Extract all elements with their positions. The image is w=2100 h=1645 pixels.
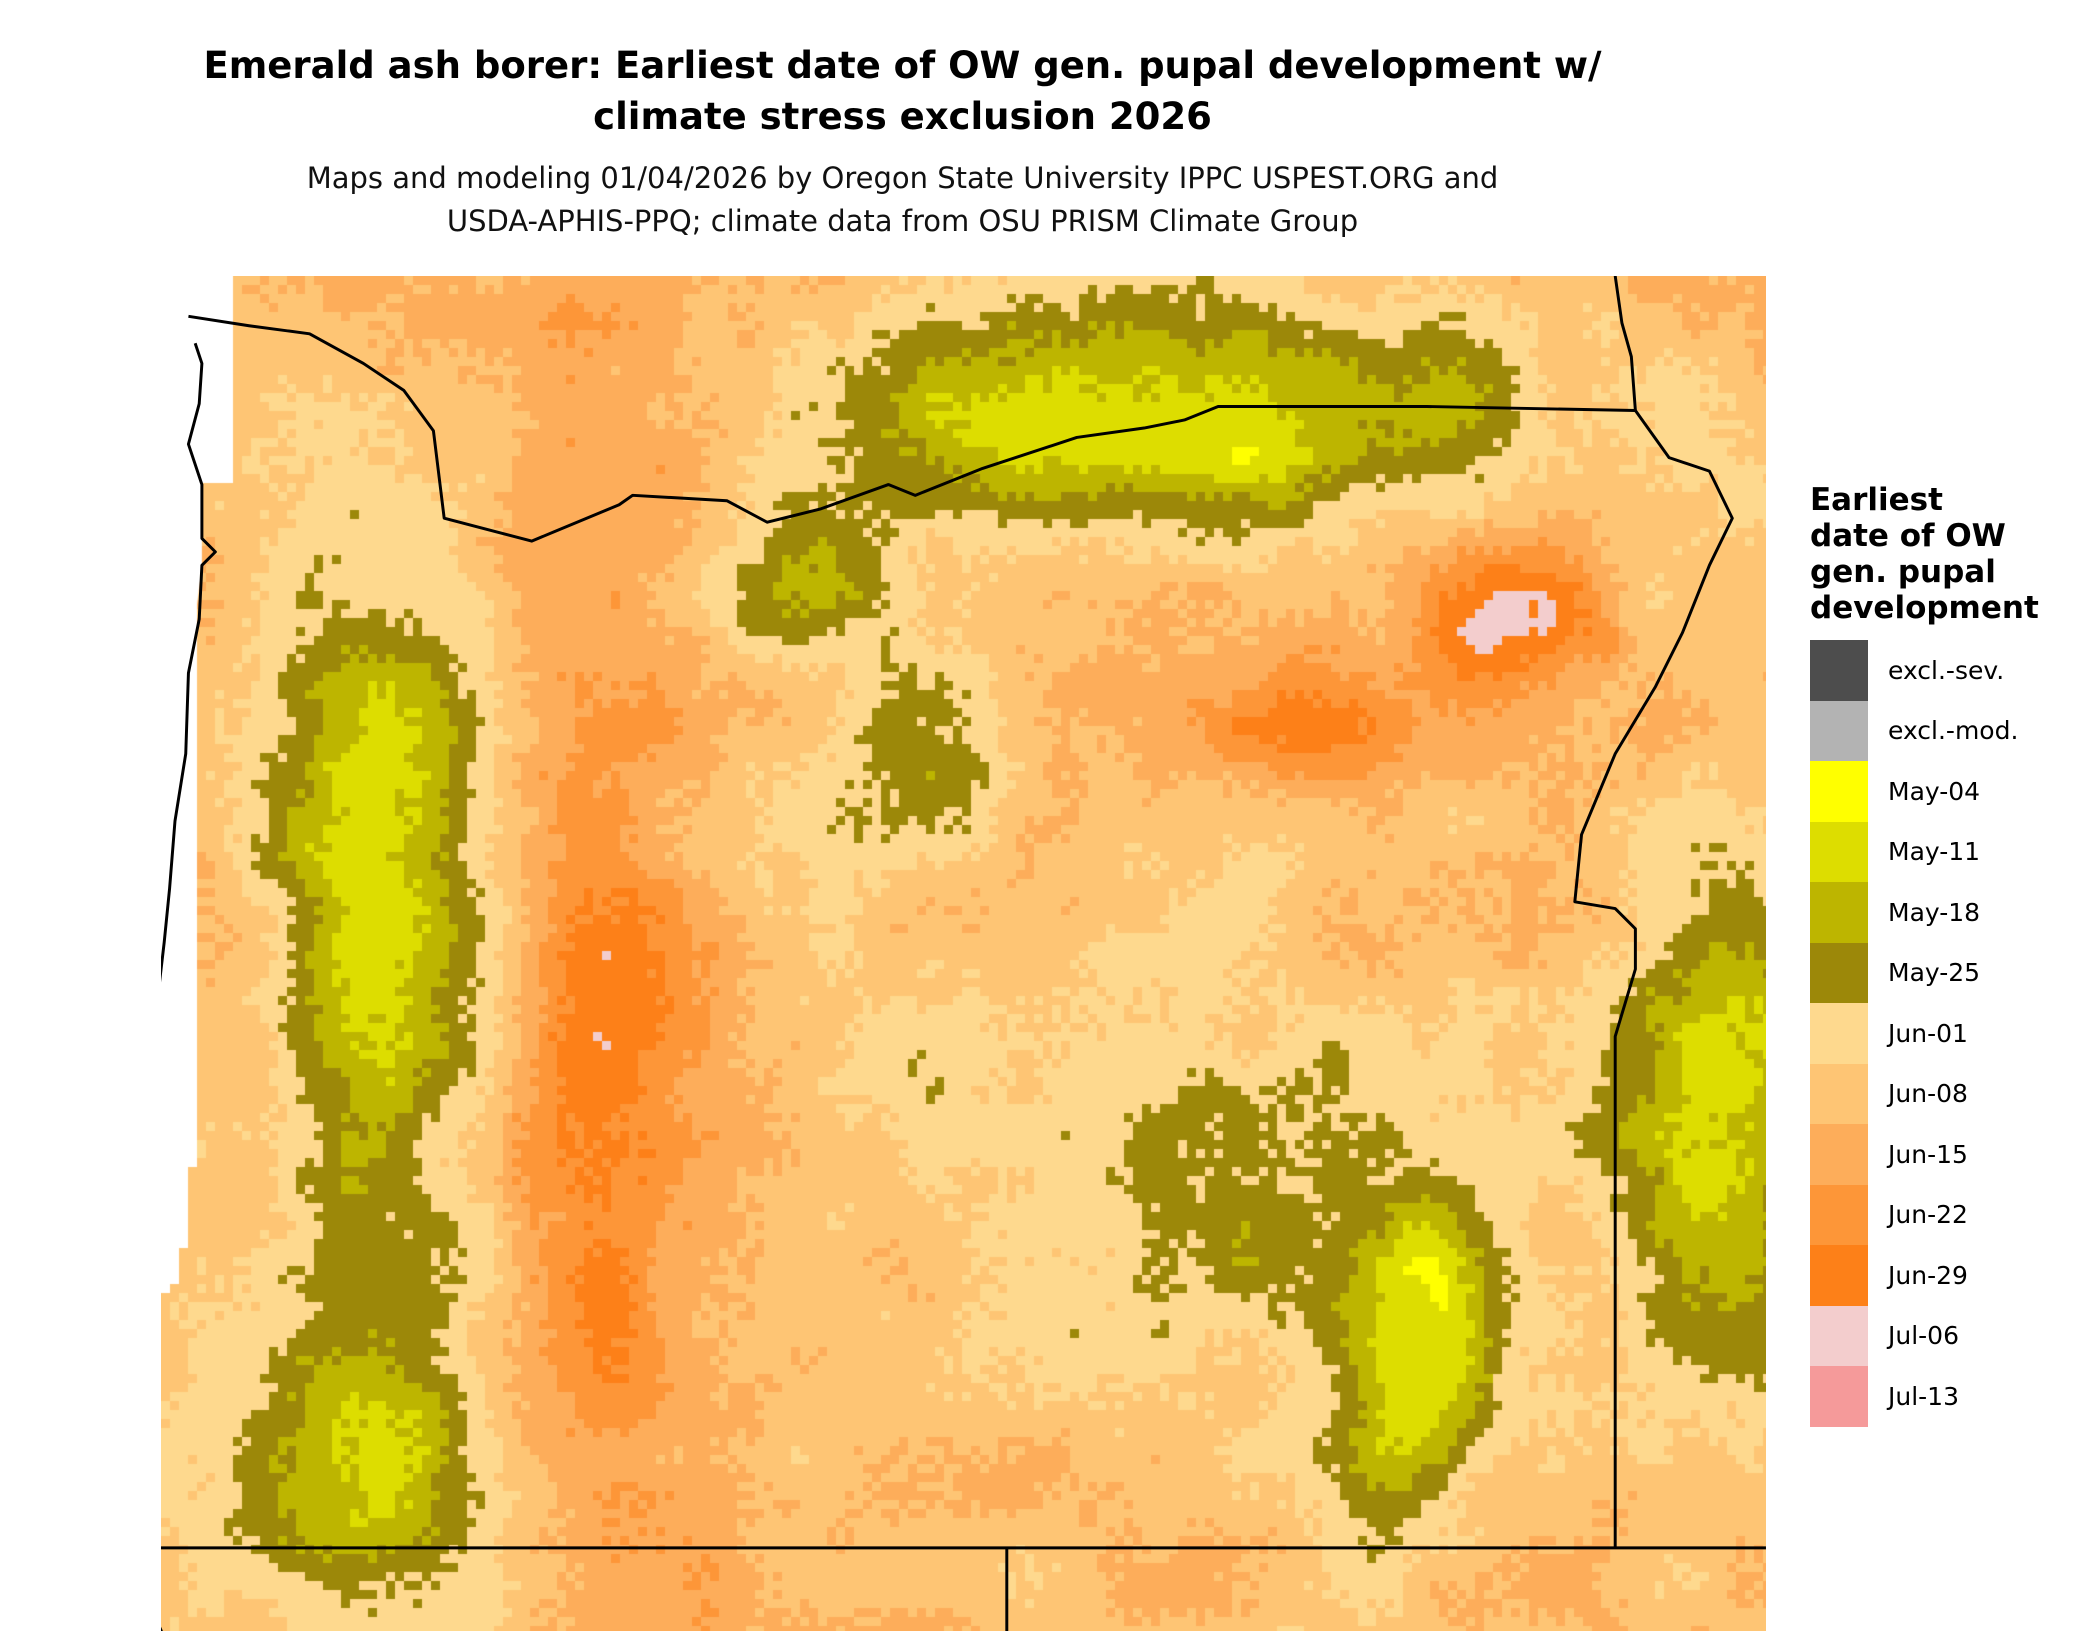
legend-item: excl.-sev. <box>1810 640 2018 701</box>
legend-label: Jun-15 <box>1888 1139 1968 1169</box>
legend-item: Jul-13 <box>1810 1366 2018 1427</box>
legend-swatch <box>1810 1003 1868 1064</box>
legend-item: May-04 <box>1810 761 2018 822</box>
legend-label: Jun-01 <box>1888 1018 1968 1048</box>
legend-item: Jun-22 <box>1810 1184 2018 1245</box>
raster-map <box>161 276 1766 1631</box>
legend-label: May-25 <box>1888 958 1981 988</box>
legend-label: Jun-29 <box>1888 1260 1968 1290</box>
legend-swatch <box>1810 821 1868 882</box>
legend-label: Jul-13 <box>1888 1381 1959 1411</box>
legend-swatch <box>1810 700 1868 761</box>
legend-item: Jun-01 <box>1810 1003 2018 1064</box>
legend-item: May-11 <box>1810 821 2018 882</box>
legend-label: Jun-22 <box>1888 1200 1968 1230</box>
coastline <box>161 342 217 1631</box>
legend-title-text: Earliest date of OW gen. pupal developme… <box>1810 482 2039 626</box>
state-borders <box>161 276 1766 1631</box>
legend-swatch <box>1810 761 1868 822</box>
legend-swatch <box>1810 1245 1868 1306</box>
legend-label: May-18 <box>1888 897 1981 927</box>
legend-swatch <box>1810 1124 1868 1185</box>
legend-item: May-18 <box>1810 882 2018 943</box>
legend-label: May-04 <box>1888 776 1981 806</box>
legend-item: Jul-06 <box>1810 1305 2018 1366</box>
map-title-line-1: Emerald ash borer: Earliest date of OW g… <box>203 44 1602 87</box>
legend-item: Jun-29 <box>1810 1245 2018 1306</box>
legend: Earliest date of OW gen. pupal developme… <box>1810 482 2039 1427</box>
legend-swatch <box>1810 942 1868 1003</box>
legend-label: excl.-mod. <box>1888 716 2019 746</box>
legend-swatch <box>1810 1305 1868 1366</box>
legend-swatch <box>1810 882 1868 943</box>
columbia-river-border <box>188 314 1636 543</box>
legend-title: Earliest date of OW gen. pupal developme… <box>1810 482 2039 626</box>
legend-label: May-11 <box>1888 837 1981 867</box>
map-subtitle: Maps and modeling 01/04/2026 by Oregon S… <box>0 157 1805 243</box>
legend-swatch <box>1810 640 1868 701</box>
map-title: Emerald ash borer: Earliest date of OW g… <box>0 40 1805 142</box>
raster-layer <box>161 276 1766 1631</box>
map-title-line-2: climate stress exclusion 2026 <box>593 95 1212 138</box>
legend-swatch <box>1810 1366 1868 1427</box>
legend-swatch <box>1810 1063 1868 1124</box>
legend-label: excl.-sev. <box>1888 655 2005 685</box>
legend-items: excl.-sev. excl.-mod. May-04 May-11 May-18 Ma… <box>1810 640 2018 1427</box>
legend-item: May-25 <box>1810 942 2018 1003</box>
legend-item: excl.-mod. <box>1810 700 2019 761</box>
legend-label: Jul-06 <box>1888 1321 1959 1351</box>
legend-label: Jun-08 <box>1888 1079 1968 1109</box>
washington-idaho-border <box>1613 276 1637 411</box>
map-subtitle-line-1: Maps and modeling 01/04/2026 by Oregon S… <box>306 161 1499 195</box>
legend-item: Jun-08 <box>1810 1063 2018 1124</box>
legend-swatch <box>1810 1184 1868 1245</box>
snake-river-border <box>1573 409 1734 1548</box>
map-subtitle-line-2: USDA-APHIS-PPQ; climate data from OSU PR… <box>446 204 1359 238</box>
legend-item: Jun-15 <box>1810 1124 2018 1185</box>
